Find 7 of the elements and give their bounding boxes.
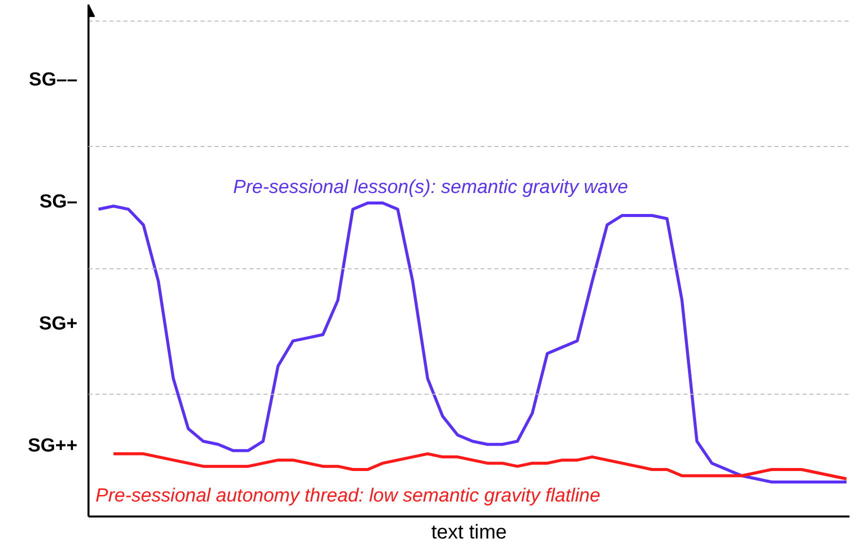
text: SG– — [39, 192, 78, 213]
text: SG+ — [38, 313, 78, 334]
series-label: Pre-sessional autonomy thread: low semantic gravity flatline — [96, 486, 600, 507]
x-axis-title: text time — [431, 522, 507, 544]
text: SG–– — [28, 70, 78, 91]
series-label: Pre-sessional lesson(s): semantic gravity wave — [233, 176, 628, 198]
text: SG++ — [28, 435, 78, 456]
